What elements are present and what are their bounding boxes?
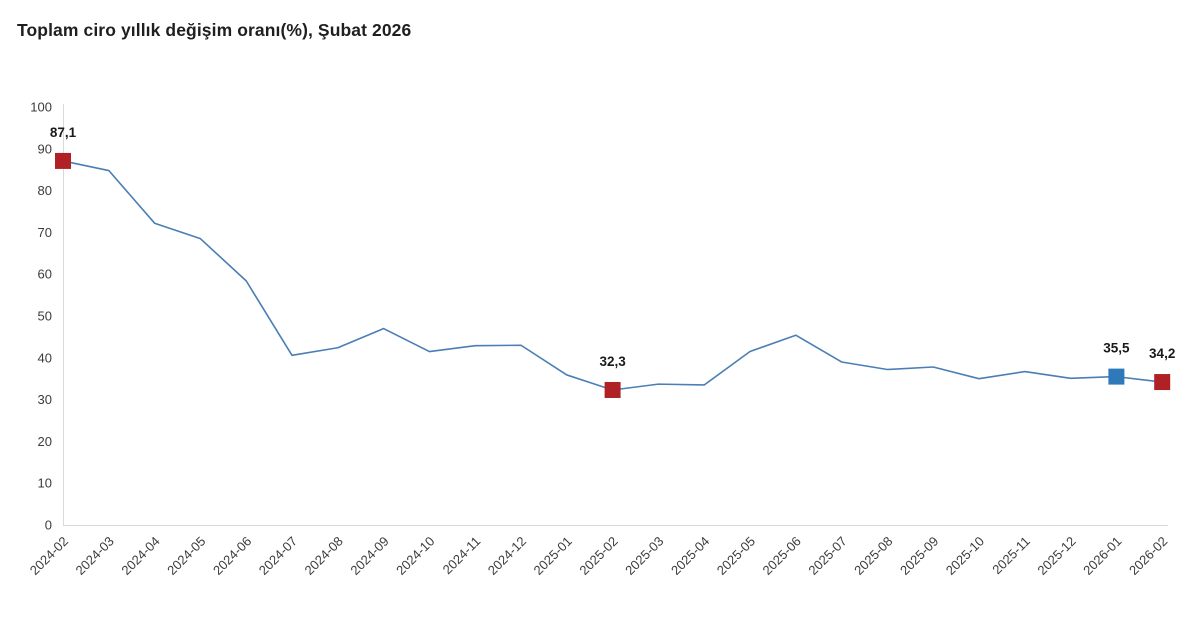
y-tick-label: 40 xyxy=(38,350,52,365)
data-point-label: 32,3 xyxy=(599,354,626,369)
x-tick-label: 2024-03 xyxy=(73,534,117,578)
x-tick-label: 2024-12 xyxy=(485,534,529,578)
x-tick-label: 2025-04 xyxy=(668,534,712,578)
data-point-label: 34,2 xyxy=(1149,346,1175,361)
x-tick-label: 2025-11 xyxy=(989,534,1033,578)
x-tick-label: 2024-06 xyxy=(210,534,254,578)
y-tick-label: 80 xyxy=(38,183,52,198)
x-tick-label: 2024-08 xyxy=(302,534,346,578)
x-tick-label: 2024-10 xyxy=(393,534,437,578)
x-tick-label: 2025-02 xyxy=(576,534,620,578)
x-tick-label: 2025-06 xyxy=(760,534,804,578)
chart-title: Toplam ciro yıllık değişim oranı(%), Şub… xyxy=(17,20,412,40)
y-tick-label: 10 xyxy=(38,476,52,491)
y-tick-label: 50 xyxy=(38,309,52,324)
x-tick-label: 2024-11 xyxy=(440,534,484,578)
x-tick-label: 2026-02 xyxy=(1126,534,1170,578)
x-tick-label: 2025-08 xyxy=(851,534,895,578)
y-tick-label: 0 xyxy=(45,518,52,533)
x-tick-label: 2025-12 xyxy=(1034,534,1078,578)
x-tick-label: 2025-03 xyxy=(622,534,666,578)
data-point-marker xyxy=(604,381,621,398)
y-tick-label: 70 xyxy=(38,225,52,240)
data-point-marker xyxy=(1108,368,1125,385)
x-tick-label: 2024-04 xyxy=(118,534,162,578)
y-tick-label: 100 xyxy=(30,100,52,115)
x-tick-label: 2025-09 xyxy=(897,534,941,578)
y-tick-label: 60 xyxy=(38,267,52,282)
x-tick-label: 2024-09 xyxy=(347,534,391,578)
x-tick-label: 2025-05 xyxy=(714,534,758,578)
x-tick-label: 2024-05 xyxy=(164,534,208,578)
data-point-marker xyxy=(1154,374,1171,391)
x-tick-label: 2024-07 xyxy=(256,534,300,578)
y-tick-label: 20 xyxy=(38,434,52,449)
x-tick-label: 2025-07 xyxy=(805,534,849,578)
x-tick-label: 2026-01 xyxy=(1080,534,1124,578)
x-tick-label: 2025-10 xyxy=(943,534,987,578)
data-point-label: 87,1 xyxy=(50,125,77,140)
data-point-marker xyxy=(55,152,71,169)
y-tick-label: 30 xyxy=(38,392,52,407)
data-point-label: 35,5 xyxy=(1103,341,1130,356)
x-tick-label: 2024-02 xyxy=(27,534,71,578)
y-tick-label: 90 xyxy=(38,141,52,156)
x-tick-label: 2025-01 xyxy=(531,534,575,578)
